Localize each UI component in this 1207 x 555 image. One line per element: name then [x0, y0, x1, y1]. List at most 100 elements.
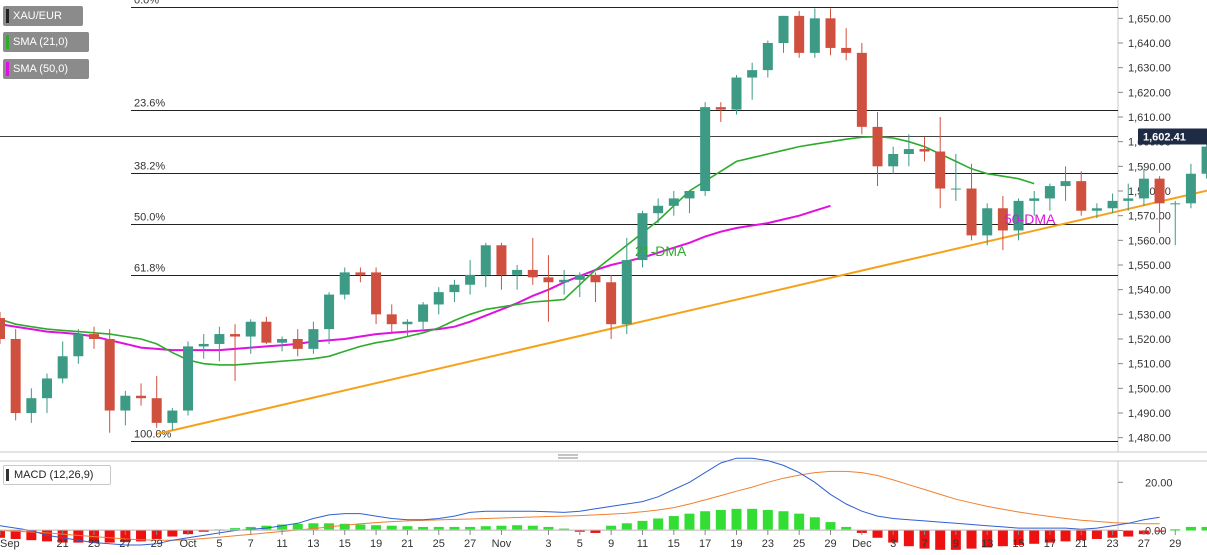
macd-histogram-bar: [136, 530, 147, 542]
legend-macd[interactable]: MACD (12,26,9): [3, 465, 111, 485]
macd-signal-line: [0, 470, 1160, 541]
macd-histogram-bar: [245, 526, 256, 531]
x-tick-label: 13: [307, 538, 319, 550]
annotation-21dma: 21-DMA: [635, 243, 687, 259]
candle-body: [1185, 173, 1196, 204]
candle-body: [872, 126, 883, 167]
candle-body: [966, 188, 977, 236]
macd-histogram-bar: [1091, 530, 1102, 539]
macd-histogram-bar: [292, 523, 303, 531]
macd-histogram-bar: [731, 508, 742, 531]
candle-body: [715, 107, 726, 110]
legend-sma21[interactable]: SMA (21,0): [3, 32, 89, 52]
candle-body: [825, 18, 836, 48]
x-tick-label: Sep: [0, 538, 20, 550]
macd-histogram-bar: [1185, 526, 1196, 531]
macd-histogram-bar: [872, 530, 883, 538]
macd-histogram-bar: [308, 523, 319, 531]
candle-body: [527, 269, 538, 278]
x-tick-label: 7: [921, 538, 927, 550]
price-tick-label: 1,510.00: [1128, 359, 1171, 371]
candle-body: [308, 329, 319, 349]
macd-histogram-bar: [1123, 530, 1134, 537]
x-tick-label: 17: [1044, 538, 1056, 550]
macd-histogram-bar: [433, 526, 444, 531]
candle-body: [214, 334, 225, 344]
macd-histogram-bar: [386, 525, 397, 531]
candle-body: [89, 334, 100, 339]
price-tick-label: 1,590.00: [1128, 161, 1171, 173]
macd-histogram-bar: [1201, 526, 1207, 531]
macd-histogram-bar: [982, 530, 993, 548]
legend-sma50[interactable]: SMA (50,0): [3, 59, 89, 79]
macd-histogram-bar: [621, 523, 632, 531]
x-tick-label: 9: [608, 538, 614, 550]
x-tick-label: 3: [890, 538, 896, 550]
legend-symbol-label: XAU/EUR: [13, 10, 62, 22]
annotation-50dma: 50-DMA: [1004, 211, 1056, 227]
x-tick-label: 15: [1012, 538, 1024, 550]
fib-level-label: 50.0%: [134, 212, 165, 224]
x-tick-label: 21: [401, 538, 413, 550]
macd-histogram-bar: [26, 530, 37, 541]
candle-body: [433, 292, 444, 305]
x-tick-label: 27: [464, 538, 476, 550]
candle-body: [997, 208, 1008, 231]
fib-level-label: 100.0%: [134, 429, 172, 441]
macd-histogram-bar: [778, 511, 789, 531]
legend-symbol[interactable]: XAU/EUR: [3, 6, 83, 26]
macd-histogram-bar: [809, 517, 820, 531]
legend-sma50-swatch: [6, 62, 9, 76]
candle-body: [621, 260, 632, 325]
x-tick-label: 23: [1106, 538, 1118, 550]
legend-symbol-swatch: [6, 9, 9, 23]
candle-body: [841, 47, 852, 53]
macd-histogram-bar: [57, 530, 68, 543]
candle-body: [747, 70, 758, 78]
price-tick-label: 1,560.00: [1128, 235, 1171, 247]
macd-histogram-bar: [903, 530, 914, 547]
candle-body: [496, 245, 507, 275]
macd-histogram-bar: [919, 530, 930, 549]
legend-sma50-label: SMA (50,0): [13, 63, 69, 75]
x-tick-label: 23: [762, 538, 774, 550]
fib-level-label: 23.6%: [134, 98, 165, 110]
candle-body: [245, 321, 256, 337]
candle-body: [1201, 146, 1207, 174]
candle-body: [700, 107, 711, 191]
candle-body: [386, 314, 397, 325]
price-tick-label: 1,620.00: [1128, 87, 1171, 99]
price-tick-label: 1,550.00: [1128, 260, 1171, 272]
x-tick-label: 15: [668, 538, 680, 550]
candle-body: [903, 149, 914, 154]
x-tick-label: 29: [151, 538, 163, 550]
macd-histogram-bar: [684, 513, 695, 531]
price-tick-label: 1,530.00: [1128, 309, 1171, 321]
candle-body: [1170, 203, 1181, 205]
macd-histogram-bar: [747, 508, 758, 531]
x-tick-label: 17: [699, 538, 711, 550]
x-tick-label: Oct: [179, 538, 196, 550]
x-tick-label: 11: [637, 538, 648, 550]
macd-histogram-bar: [167, 530, 178, 537]
candle-body: [355, 272, 366, 275]
macd-histogram-bar: [0, 530, 5, 538]
x-tick-label: Dec: [852, 538, 872, 550]
macd-histogram-bar: [418, 526, 429, 531]
macd-histogram-bar: [1170, 529, 1181, 531]
candle-body: [120, 395, 131, 411]
candle-body: [10, 339, 21, 413]
macd-histogram-bar: [371, 525, 382, 531]
candle-body: [888, 154, 899, 167]
macd-histogram-bar: [966, 530, 977, 549]
candle-body: [198, 343, 209, 347]
candle-body: [512, 269, 523, 275]
macd-line: [0, 457, 1160, 546]
x-tick-label: 9: [953, 538, 959, 550]
legend-macd-label: MACD (12,26,9): [14, 469, 94, 481]
candle-body: [778, 15, 789, 43]
candle-body: [1091, 208, 1102, 211]
macd-histogram-bar: [888, 530, 899, 543]
legend-macd-swatch: [6, 469, 9, 481]
